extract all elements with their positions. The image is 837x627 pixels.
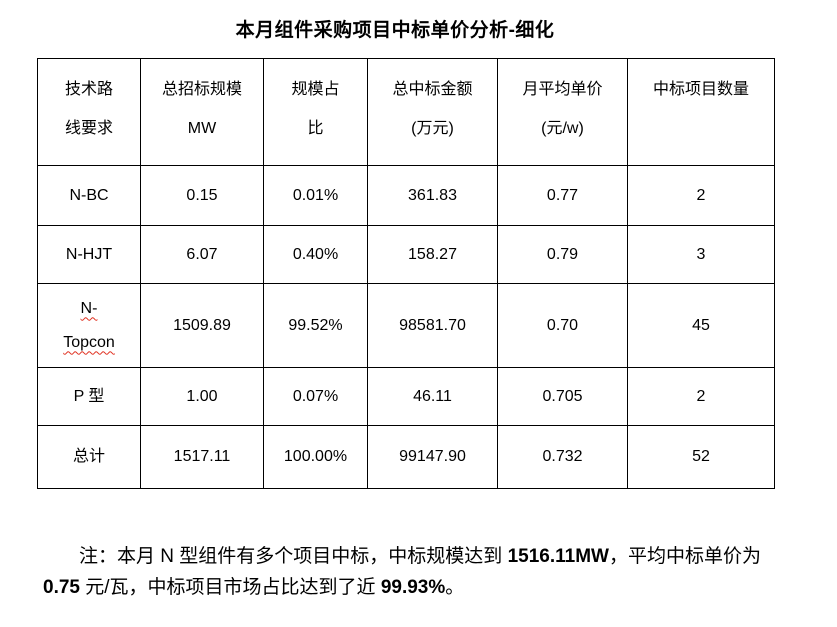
table-row-total: 总计 1517.11 100.00% 99147.90 0.732 52	[37, 425, 775, 489]
column-header-amount: 总中标金额 (万元)	[367, 58, 498, 166]
cell-amount: 361.83	[367, 165, 498, 226]
header-line: (万元)	[411, 120, 454, 137]
cell-price: 0.732	[497, 425, 628, 489]
cell-share: 0.07%	[263, 367, 368, 426]
procurement-analysis-table: 技术路 线要求 总招标规模 MW 规模占 比 总中标金额 (万元) 月平均单价 …	[37, 58, 775, 489]
cell-scale: 0.15	[140, 165, 264, 226]
column-header-scale: 总招标规模 MW	[140, 58, 264, 166]
cell-price: 0.77	[497, 165, 628, 226]
footnote-bold-value: 1516.11MW	[507, 546, 609, 567]
footnote-text: 。	[445, 577, 465, 598]
header-line: 规模占	[291, 81, 340, 98]
cell-tech: 总计	[37, 425, 141, 489]
column-header-share: 规模占 比	[263, 58, 368, 166]
cell-scale: 1.00	[140, 367, 264, 426]
column-header-tech: 技术路 线要求	[37, 58, 141, 166]
page-title: 本月组件采购项目中标单价分析-细化	[235, 20, 555, 41]
footnote-bold-value: 0.75	[43, 577, 80, 598]
cell-count: 2	[627, 165, 775, 226]
footnote-text: ，平均中标单价为	[608, 546, 761, 567]
cell-scale: 1509.89	[140, 283, 264, 368]
cell-price: 0.705	[497, 367, 628, 426]
header-line: (元/w)	[541, 120, 584, 137]
footnote-paragraph: 注：本月 N 型组件有多个项目中标，中标规模达到 1516.11MW，平均中标单…	[43, 541, 807, 603]
column-header-price: 月平均单价 (元/w)	[497, 58, 628, 166]
cell-count: 2	[627, 367, 775, 426]
cell-tech: N- Topcon	[37, 283, 141, 368]
header-line: 中标项目数量	[652, 81, 749, 98]
cell-amount: 98581.70	[367, 283, 498, 368]
column-header-count: 中标项目数量	[627, 58, 775, 166]
cell-share: 0.40%	[263, 225, 368, 284]
table-header-row: 技术路 线要求 总招标规模 MW 规模占 比 总中标金额 (万元) 月平均单价 …	[37, 58, 775, 166]
header-line: 总招标规模	[161, 81, 242, 98]
footnote-text: 注：本月 N 型组件有多个项目中标，中标规模达到	[79, 546, 508, 567]
cell-scale: 1517.11	[140, 425, 264, 489]
table-row-nbc: N-BC 0.15 0.01% 361.83 0.77 2	[37, 165, 775, 226]
cell-tech: P 型	[37, 367, 141, 426]
cell-share: 0.01%	[263, 165, 368, 226]
cell-tech: N-BC	[37, 165, 141, 226]
cell-count: 52	[627, 425, 775, 489]
table-row-ptype: P 型 1.00 0.07% 46.11 0.705 2	[37, 367, 775, 426]
cell-amount: 99147.90	[367, 425, 498, 489]
table-row-nhjt: N-HJT 6.07 0.40% 158.27 0.79 3	[37, 225, 775, 284]
header-line: 比	[307, 120, 324, 137]
footnote-bold-value: 99.93%	[380, 577, 446, 598]
cell-count: 45	[627, 283, 775, 368]
cell-count: 3	[627, 225, 775, 284]
header-line: 线要求	[64, 120, 113, 137]
cell-price: 0.79	[497, 225, 628, 284]
cell-scale: 6.07	[140, 225, 264, 284]
cell-share: 100.00%	[263, 425, 368, 489]
header-line: 总中标金额	[392, 81, 473, 98]
misspelled-text: N- Topcon	[63, 299, 115, 351]
header-line: 月平均单价	[522, 81, 603, 98]
cell-amount: 46.11	[367, 367, 498, 426]
cell-amount: 158.27	[367, 225, 498, 284]
cell-price: 0.70	[497, 283, 628, 368]
footnote-text: 元/瓦，中标项目市场占比达到了近	[79, 577, 381, 598]
cell-share: 99.52%	[263, 283, 368, 368]
table-row-ntopcon: N- Topcon 1509.89 99.52% 98581.70 0.70 4…	[37, 283, 775, 368]
cell-tech: N-HJT	[37, 225, 141, 284]
header-line: MW	[187, 120, 217, 137]
header-line: 技术路	[64, 81, 113, 98]
